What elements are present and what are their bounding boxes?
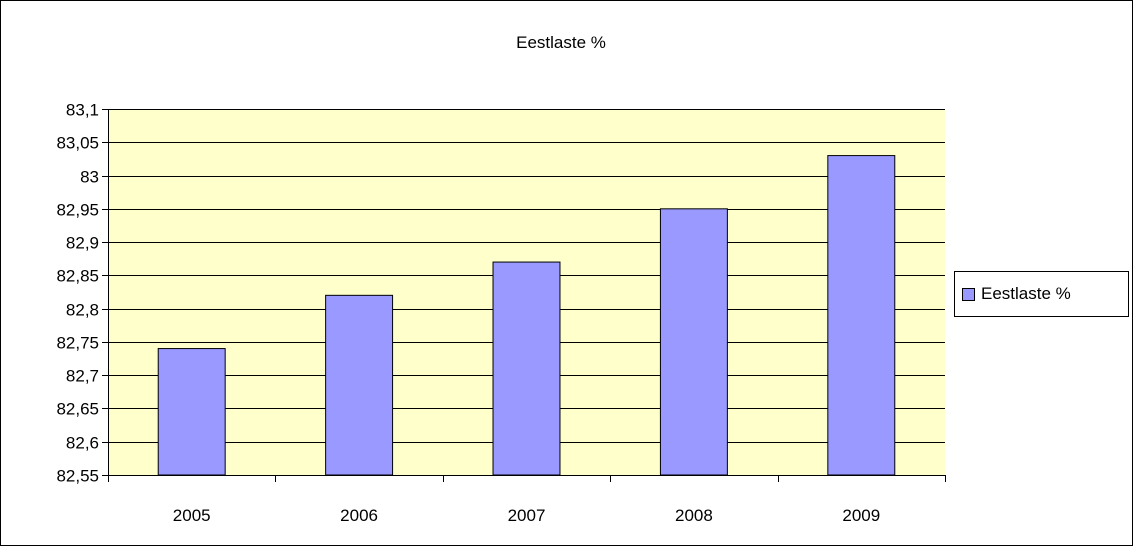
- y-tick-label: 82,8: [66, 301, 99, 320]
- x-tick-label: 2008: [675, 506, 713, 525]
- plot-area: 82,55 82,6 82,65 82,7 82,75 82,8 82,85 82,9 82,9…: [56, 101, 946, 525]
- y-tick-label: 82,6: [66, 434, 99, 453]
- chart-title: Eestlaste %: [516, 33, 606, 52]
- legend-swatch: [962, 287, 975, 301]
- y-tick-label: 82,85: [56, 267, 99, 286]
- y-tick-label: 82,95: [56, 201, 99, 220]
- y-tick-label: 82,55: [56, 467, 99, 486]
- y-tick-label: 83: [80, 168, 99, 187]
- bar-2005: [157, 348, 226, 476]
- bar-2009: [827, 155, 896, 476]
- bar-2006: [325, 294, 394, 476]
- y-tick-label: 83,1: [66, 101, 99, 120]
- legend: Eestlaste %: [954, 271, 1129, 317]
- x-tick-label: 2009: [842, 506, 880, 525]
- x-tick-label: 2006: [340, 506, 378, 525]
- bar-2008: [659, 208, 728, 476]
- y-tick-label: 82,7: [66, 367, 99, 386]
- y-tick-label: 82,9: [66, 234, 99, 253]
- x-tick-label: 2007: [508, 506, 546, 525]
- y-tick-label: 82,65: [56, 400, 99, 419]
- legend-label: Eestlaste %: [981, 284, 1071, 303]
- bar-2007: [492, 261, 561, 476]
- y-tick-label: 82,75: [56, 334, 99, 353]
- x-tick-label: 2005: [173, 506, 211, 525]
- y-tick-label: 83,05: [56, 134, 99, 153]
